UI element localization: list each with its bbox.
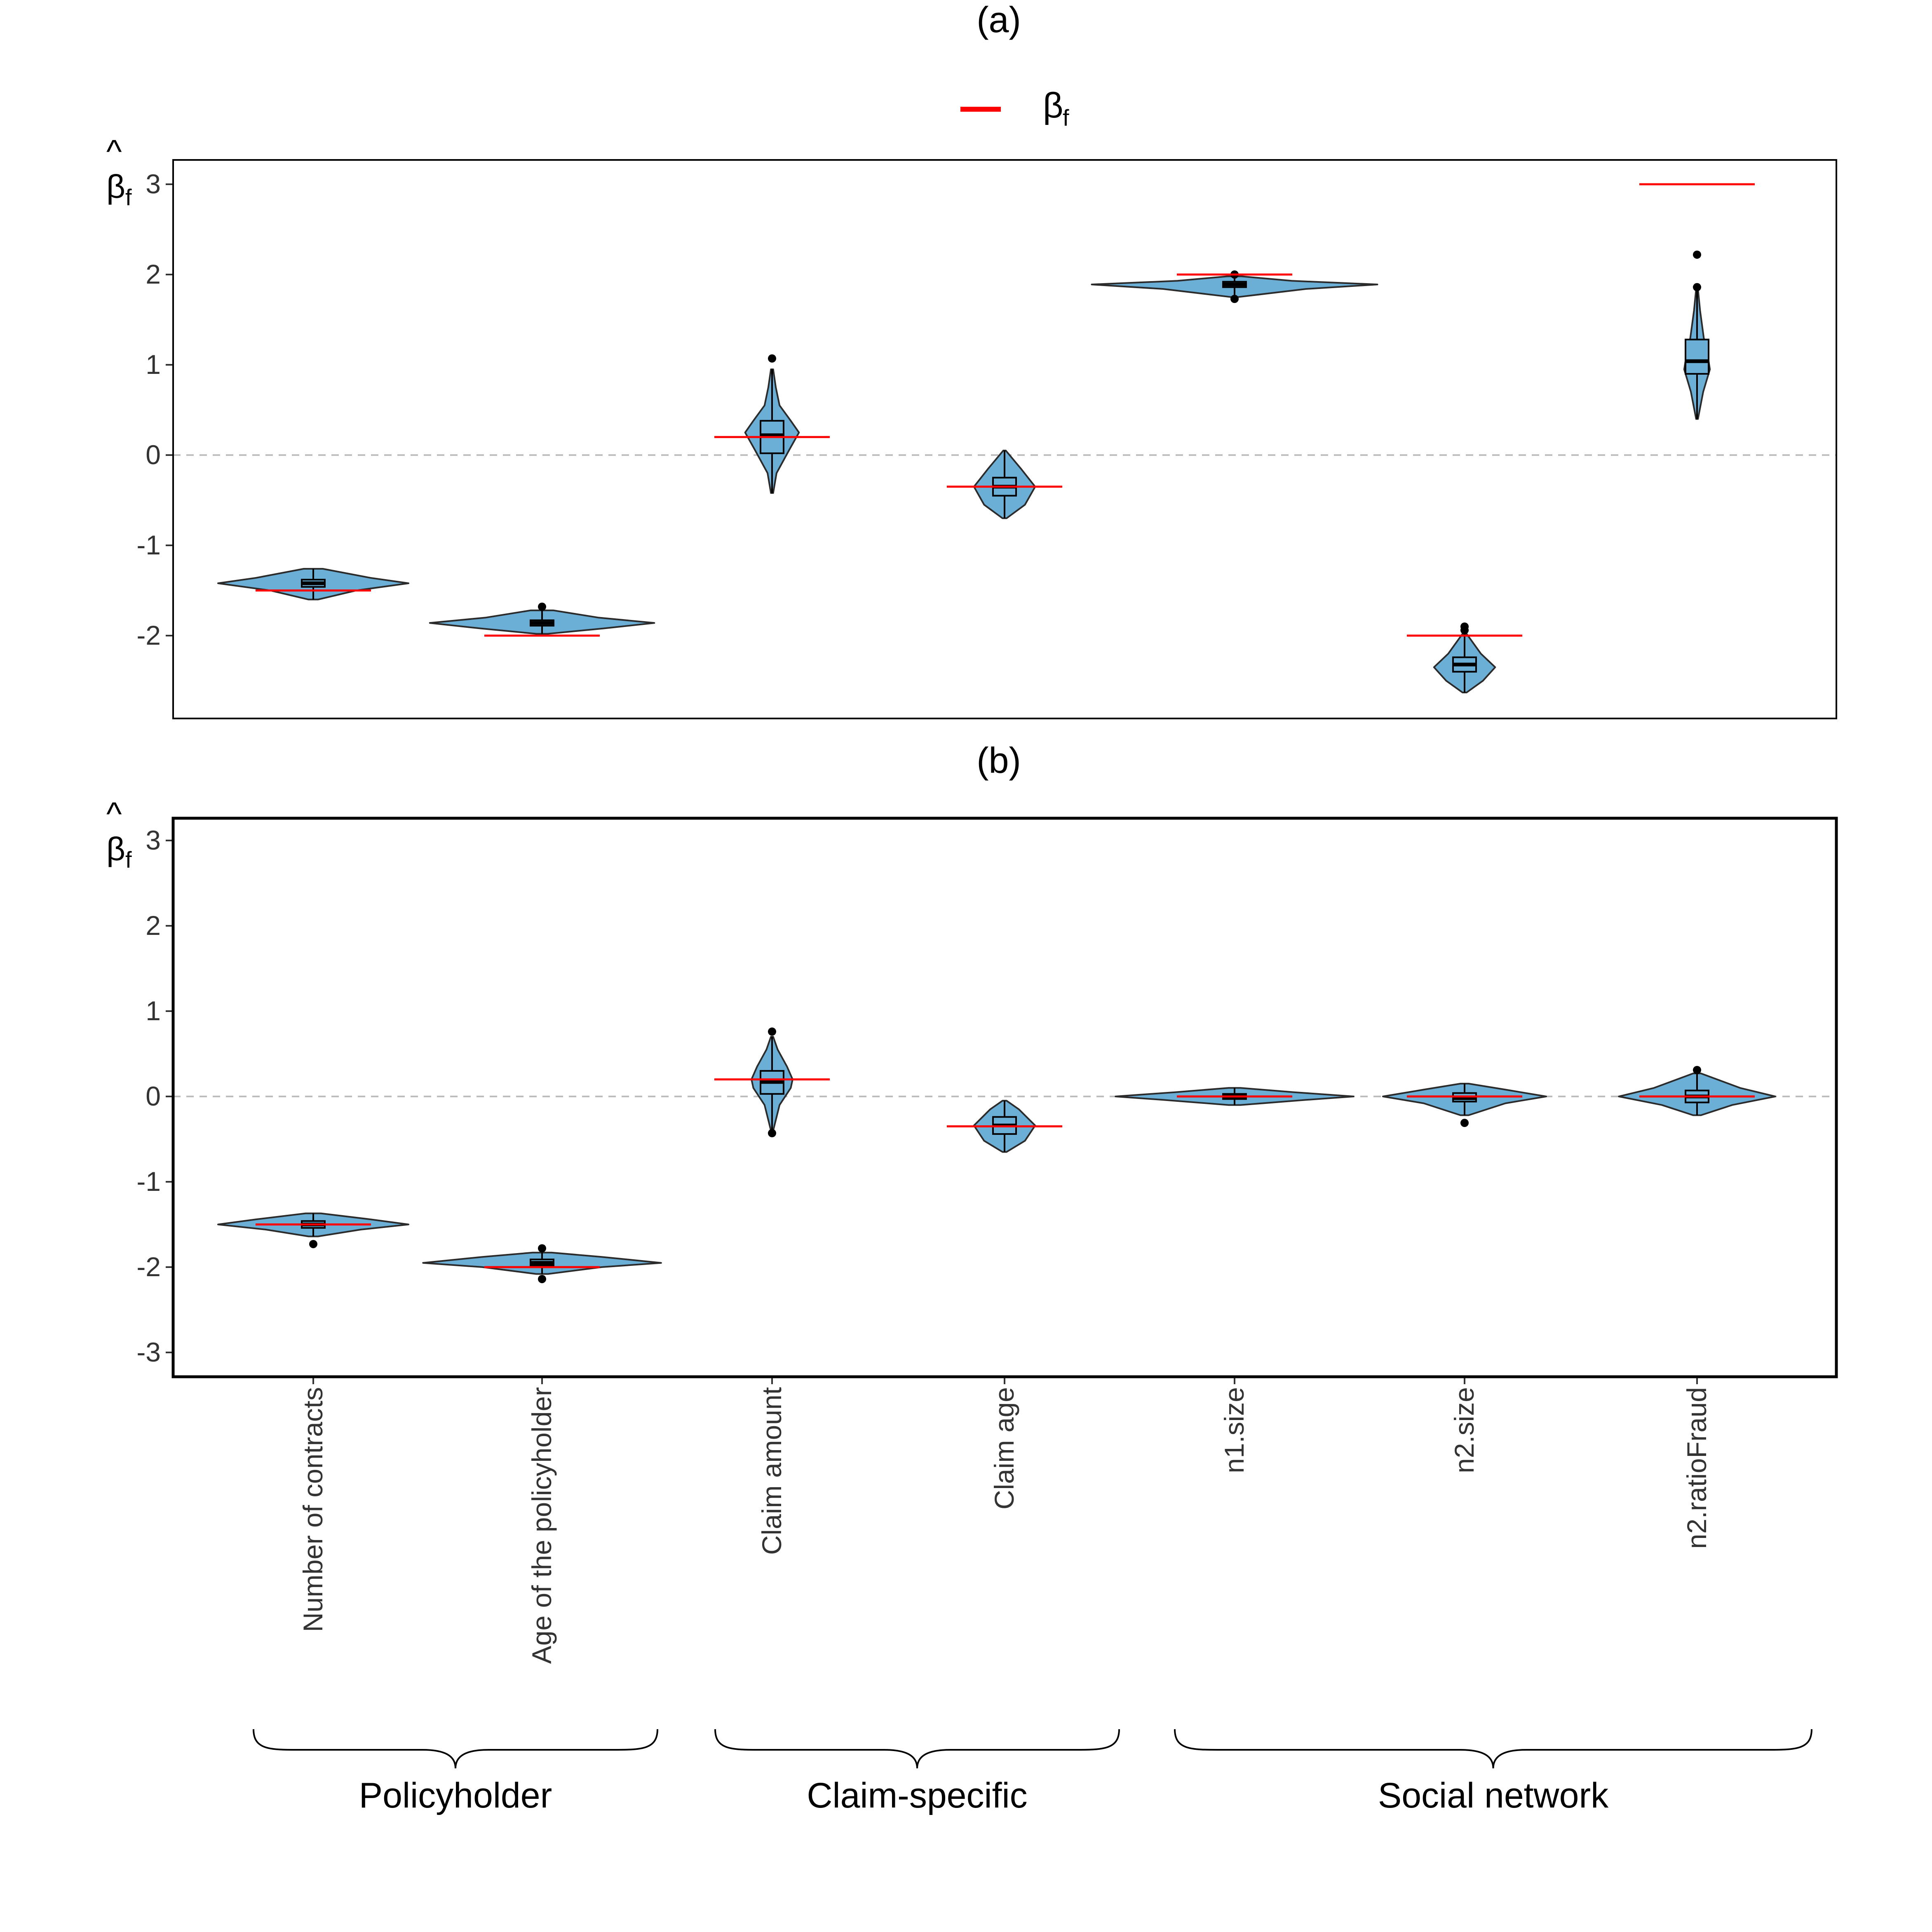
group-brace [714, 1729, 1120, 1769]
group-label: Policyholder [359, 1776, 552, 1815]
violin-outlier [768, 1129, 776, 1138]
violin-outlier [1460, 626, 1469, 634]
y-tick-label: 0 [146, 1081, 161, 1111]
y-tick-label: 2 [146, 910, 161, 941]
violin-outlier [538, 1275, 546, 1283]
ylabel-symbol: β [106, 168, 125, 205]
ylabel-subscript: f [125, 184, 132, 210]
violin-outlier [1460, 1119, 1469, 1127]
ylabel-symbol: β [106, 831, 125, 867]
y-tick-label: 2 [146, 259, 161, 289]
ylabel-hat: ^ [106, 133, 122, 170]
category-label: Number of contracts [298, 1387, 328, 1632]
violin-outlier [1693, 283, 1701, 291]
violin-outlier [768, 1027, 776, 1036]
panel-b: -3 -2 -1 0 1 2 3 [136, 817, 1838, 1384]
y-tick-label: 3 [146, 169, 161, 199]
panel-a-border [172, 159, 1837, 719]
y-tick-label: 3 [146, 825, 161, 855]
y-tick-label: -1 [136, 1166, 161, 1197]
violin-box [1685, 338, 1709, 375]
legend-subscript: f [1063, 105, 1069, 131]
y-tick-label: -3 [136, 1337, 161, 1367]
panel-b-ylabel: ^ β f [106, 796, 132, 873]
y-tick-label: -1 [136, 530, 161, 560]
group-brace [253, 1729, 658, 1769]
violin-outlier [1693, 1066, 1701, 1074]
category-label: Claim age [989, 1387, 1019, 1509]
panel-a: -2 -1 0 1 2 3 [136, 159, 1837, 719]
panel-b-title: (b) [977, 740, 1021, 781]
group-label: Claim-specific [807, 1776, 1027, 1815]
group-label: Social network [1378, 1776, 1609, 1815]
y-tick-label: 1 [146, 995, 161, 1026]
y-tick-label: 0 [146, 439, 161, 470]
ylabel-subscript: f [125, 847, 132, 873]
violin-outlier [309, 1240, 317, 1249]
category-label: Age of the policyholder [526, 1387, 557, 1664]
ylabel-hat: ^ [106, 796, 122, 832]
category-labels: Number of contracts Age of the policyhold… [298, 1387, 1712, 1664]
legend: β f [960, 86, 1069, 131]
group-brace [1174, 1729, 1812, 1769]
category-label: n1.size [1219, 1387, 1249, 1473]
category-label: Claim amount [756, 1387, 787, 1555]
y-tick-label: 1 [146, 349, 161, 380]
violin-outlier [768, 354, 776, 363]
panel-a-title: (a) [977, 0, 1021, 40]
violin-outlier [1230, 295, 1239, 303]
category-label: n2.size [1449, 1387, 1479, 1473]
panel-a-ylabel: ^ β f [106, 133, 132, 210]
legend-symbol: β [1043, 86, 1063, 125]
violin-outlier [538, 1244, 546, 1253]
panel-b-border [171, 817, 1838, 1378]
violin-outlier [538, 602, 546, 611]
category-label: n2.ratioFraud [1681, 1387, 1712, 1549]
y-tick-label: -2 [136, 620, 161, 650]
violin-outlier [1693, 250, 1701, 259]
group-braces: Policyholder Claim-specific Social network [253, 1729, 1812, 1815]
y-tick-label: -2 [136, 1251, 161, 1282]
